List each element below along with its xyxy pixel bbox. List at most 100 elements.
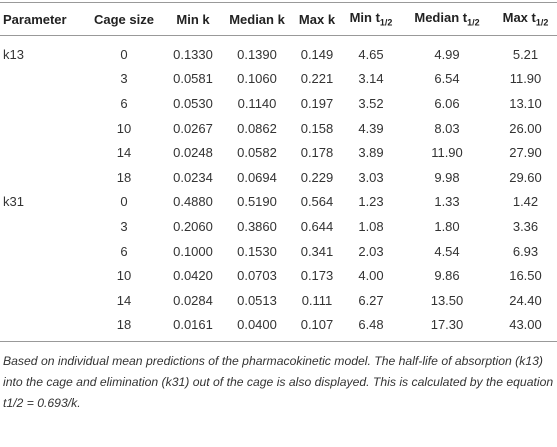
value-cell: 0.107 (292, 312, 342, 343)
header-subscript: 1/2 (467, 17, 480, 28)
value-cell: 2.03 (358, 243, 384, 259)
value-cell: 0.0694 (237, 169, 277, 185)
value-cell: 43.00 (494, 312, 557, 343)
parameter-cell (0, 214, 84, 239)
value-cell: 11.90 (431, 145, 463, 161)
value-cell: 18 (116, 169, 132, 185)
table-row: 18 0.0161 0.0400 0.107 6.48 17.30 43.00 (0, 312, 557, 343)
table-body: k13 0 0.1330 0.1390 0.149 4.65 4.99 5.21 3 0.0581… (0, 36, 557, 343)
footnote: Based on individual mean predictions of … (3, 354, 554, 411)
value-cell: 0.1390 (237, 46, 277, 62)
parameter-cell (0, 239, 84, 264)
value-cell: 0.3860 (237, 218, 277, 234)
value-cell: 3 (120, 71, 128, 87)
value-cell: 29.60 (509, 169, 542, 185)
value-cell: 0.0284 (173, 292, 213, 308)
value-cell: 3.03 (358, 169, 384, 185)
value-cell: 8.03 (434, 120, 460, 136)
value-cell: 0.1140 (237, 95, 277, 111)
value-cell: 0.341 (300, 243, 334, 259)
value-cell: 6 (120, 95, 128, 111)
column-header: Min t1/2 (342, 2, 400, 36)
value-cell: 3 (120, 218, 128, 234)
parameter-cell (0, 312, 84, 343)
value-cell: 0.0581 (173, 71, 213, 87)
header-text: Min t (349, 10, 380, 26)
value-cell: 0.221 (300, 71, 334, 87)
value-cell: 0.229 (300, 169, 334, 185)
parameter-cell (0, 67, 84, 92)
value-cell: 4.39 (358, 120, 384, 136)
parameter-cell (0, 140, 84, 165)
value-cell: 18 (84, 312, 164, 343)
value-cell: 0.1000 (173, 243, 213, 259)
table-row: 14 0.0284 0.0513 0.111 6.27 13.50 24.40 (0, 288, 557, 313)
column-header: Max t1/2 (494, 2, 557, 36)
value-cell: 0.197 (300, 95, 334, 111)
header-subscript: 1/2 (379, 17, 393, 28)
data-table: Parameter Cage size Min k Median k Max k Min … (0, 2, 557, 343)
column-header: Min k (164, 2, 222, 36)
value-cell: 0.2060 (173, 218, 213, 234)
value-cell: 0.1530 (237, 243, 277, 259)
column-header: Median k (222, 2, 292, 36)
parameter-cell (0, 288, 84, 313)
value-cell: 4.99 (434, 46, 460, 62)
value-cell: 26.00 (509, 120, 542, 136)
value-cell: 9.98 (434, 169, 460, 185)
value-cell: 0.5190 (237, 194, 277, 210)
value-cell: 3.36 (512, 218, 539, 234)
value-cell: 1.80 (434, 218, 460, 234)
value-cell: 1.23 (358, 194, 384, 210)
parameter-cell (0, 91, 84, 116)
column-header: Median t1/2 (400, 2, 494, 36)
value-cell: 6 (120, 243, 128, 259)
value-cell: 0.0582 (237, 145, 277, 161)
table-row: 10 0.0267 0.0862 0.158 4.39 8.03 26.00 (0, 116, 557, 141)
value-cell: 1.08 (358, 218, 384, 234)
value-cell: 24.40 (509, 292, 542, 308)
value-cell: 6.48 (342, 312, 400, 343)
table-row: 6 0.1000 0.1530 0.341 2.03 4.54 6.93 (0, 239, 557, 264)
value-cell: 0.173 (300, 268, 334, 284)
column-header: Parameter (0, 2, 84, 36)
value-cell: 0.1330 (173, 46, 213, 62)
value-cell: 13.50 (430, 292, 464, 308)
value-cell: 0.0513 (237, 292, 277, 308)
value-cell: 0.564 (300, 194, 334, 210)
header-text: Median t (414, 10, 468, 26)
value-cell: 6.27 (358, 292, 384, 308)
value-cell: 14 (116, 292, 132, 308)
header-row: Parameter Cage size Min k Median k Max k Min … (0, 2, 557, 36)
value-cell: 0.0248 (173, 145, 213, 161)
value-cell: 0.158 (300, 120, 334, 136)
value-cell: 0.111 (301, 292, 333, 308)
value-cell: 11.90 (509, 71, 542, 87)
parameter-cell (0, 165, 84, 190)
value-cell: 16.50 (509, 268, 542, 284)
value-cell: 4.00 (358, 268, 384, 284)
value-cell: 0.0862 (237, 120, 277, 136)
table-row: 3 0.0581 0.1060 0.221 3.14 6.54 11.90 (0, 67, 557, 92)
value-cell: 17.30 (400, 312, 494, 343)
value-cell: 13.10 (509, 95, 542, 111)
value-cell: 6.93 (512, 243, 539, 259)
value-cell: 0.0234 (173, 169, 213, 185)
value-cell: 4.65 (358, 46, 384, 62)
value-cell: 0.0703 (237, 268, 277, 284)
value-cell: 9.86 (434, 268, 460, 284)
value-cell: 0.4880 (173, 194, 213, 210)
value-cell: 1.33 (434, 194, 460, 210)
parameter-cell (0, 263, 84, 288)
value-cell: 14 (116, 145, 132, 161)
value-cell: 4.54 (434, 243, 460, 259)
value-cell: 0.178 (300, 145, 334, 161)
table-row: 14 0.0248 0.0582 0.178 3.89 11.90 27.90 (0, 140, 557, 165)
table-row: k13 0 0.1330 0.1390 0.149 4.65 4.99 5.21 (0, 36, 557, 67)
table-row: 10 0.0420 0.0703 0.173 4.00 9.86 16.50 (0, 263, 557, 288)
header-subscript: 1/2 (535, 17, 549, 28)
column-header: Cage size (84, 2, 164, 36)
value-cell: 0.0530 (173, 95, 213, 111)
value-cell: 0.1060 (237, 71, 277, 87)
